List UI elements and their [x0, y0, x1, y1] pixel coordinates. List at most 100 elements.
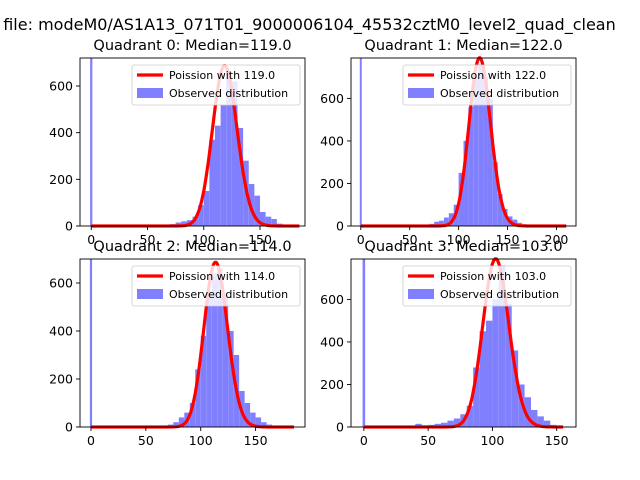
histogram-bar: [487, 98, 493, 226]
histogram-bar: [271, 219, 277, 226]
histogram-bar: [479, 331, 486, 427]
panel-quadrant-3: 0 50 100 150 0 200 400 600 Poission with 103.0 Ob…: [320, 239, 577, 448]
histogram-bar: [255, 417, 262, 427]
histogram-bar: [220, 104, 227, 226]
legend-label-observed: Observed distribution: [169, 288, 288, 301]
histogram-bar: [453, 418, 461, 427]
y-tick-label: 400: [320, 334, 344, 349]
x-tick-label: 200: [545, 232, 569, 247]
histogram-bar: [441, 422, 448, 427]
histogram-bar: [443, 217, 449, 226]
x-tick-label: 150: [496, 232, 520, 247]
y-tick-label: 200: [49, 372, 73, 387]
x-tick-label: 50: [140, 232, 156, 247]
histogram-bar: [198, 205, 204, 226]
panel-quadrant-1: 0 50 100 150 200 0 200 400 600 Poission with 122.…: [320, 38, 577, 247]
figure-title: n file: modeM0/AS1A13_071T01_9000006104_…: [0, 15, 616, 35]
histogram-bar: [537, 416, 544, 427]
panels: 0 50 100 150 0 200 400 600 Poission with 119.0 Ob…: [49, 38, 577, 448]
histogram-bar: [244, 403, 251, 427]
histogram-bar: [215, 125, 221, 226]
histogram-bar: [200, 335, 207, 427]
panel-title: Quadrant 1: Median=122.0: [364, 38, 562, 54]
histogram-bar: [483, 77, 488, 226]
histogram-bar: [178, 417, 185, 427]
histogram-bar: [478, 64, 484, 226]
y-tick-label: 0: [336, 219, 344, 234]
histogram-bar: [492, 299, 499, 427]
y-tick-label: 600: [320, 91, 344, 106]
y-tick-label: 0: [65, 420, 73, 435]
histogram-bar: [206, 292, 212, 427]
x-tick-label: 100: [480, 433, 504, 448]
histogram-bar: [486, 320, 493, 427]
y-tick-label: 200: [320, 176, 344, 191]
y-tick-label: 400: [49, 324, 73, 339]
panel-quadrant-2: 0 50 100 150 0 200 400 600 Poission with 114.0 Ob…: [49, 239, 306, 448]
legend-swatch-observed: [137, 289, 163, 299]
histogram-bar-zero-spike: [359, 58, 362, 226]
histogram-bar: [254, 195, 260, 226]
x-tick-label: 50: [402, 232, 418, 247]
histogram-bar: [265, 216, 272, 226]
histogram-bar: [502, 208, 508, 226]
histogram-bar: [524, 397, 531, 427]
x-tick-label: 100: [192, 232, 216, 247]
legend-swatch-observed: [408, 88, 434, 98]
x-tick-label: 50: [420, 433, 436, 448]
legend-label-poisson: Poission with 103.0: [440, 270, 546, 283]
y-tick-label: 200: [49, 172, 73, 187]
histogram-bar-zero-spike: [90, 58, 93, 226]
histogram-bar: [511, 350, 519, 427]
histogram-bar: [175, 222, 182, 226]
histogram-bar: [261, 422, 267, 427]
histogram-bar: [195, 369, 201, 427]
legend-box: [402, 64, 572, 106]
y-tick-label: 600: [49, 79, 73, 94]
x-tick-label: 0: [87, 232, 95, 247]
histogram-bar: [447, 420, 454, 427]
histogram-bar: [217, 268, 223, 427]
histogram-bar: [439, 220, 444, 226]
histogram-bar: [260, 212, 266, 226]
histogram-bar: [222, 292, 229, 427]
histogram-bar: [531, 409, 538, 427]
legend-label-poisson: Poission with 119.0: [169, 69, 275, 82]
histogram-bar: [473, 77, 479, 226]
x-tick-label: 0: [357, 232, 365, 247]
legend-swatch-observed: [408, 289, 434, 299]
axes-frame: [350, 258, 577, 428]
x-tick-label: 150: [248, 232, 272, 247]
legend-label-poisson: Poission with 122.0: [440, 69, 546, 82]
axes-frame: [79, 57, 306, 227]
x-tick-label: 50: [138, 433, 154, 448]
x-tick-label: 0: [360, 433, 368, 448]
legend-box: [131, 64, 301, 106]
legend-swatch-observed: [137, 88, 163, 98]
y-tick-label: 600: [49, 276, 73, 291]
axes-frame: [79, 258, 306, 428]
histogram-bar: [473, 367, 480, 427]
histogram-bar: [181, 221, 187, 226]
histogram-bar: [463, 140, 469, 226]
histogram-bar: [226, 72, 232, 226]
histogram-bar: [250, 412, 256, 427]
y-tick-label: 400: [320, 133, 344, 148]
y-tick-label: 400: [49, 125, 73, 140]
histogram-bar: [543, 420, 551, 427]
y-tick-label: 600: [320, 292, 344, 307]
panel-title: Quadrant 3: Median=103.0: [364, 239, 562, 255]
histogram-bar: [228, 331, 234, 427]
panel-title: Quadrant 2: Median=114.0: [93, 239, 291, 255]
histogram-bar: [434, 221, 440, 226]
histogram-bar-zero-spike: [362, 259, 366, 427]
histogram-bar: [492, 162, 498, 226]
histogram-bar: [189, 403, 196, 427]
panel-quadrant-0: 0 50 100 150 0 200 400 600 Poission with 119.0 Ob…: [49, 38, 306, 247]
x-tick-label: 0: [87, 433, 95, 448]
histogram-bar: [512, 219, 518, 226]
legend-label-observed: Observed distribution: [169, 87, 288, 100]
histogram-bar: [466, 405, 474, 427]
histogram-bar: [211, 273, 218, 427]
